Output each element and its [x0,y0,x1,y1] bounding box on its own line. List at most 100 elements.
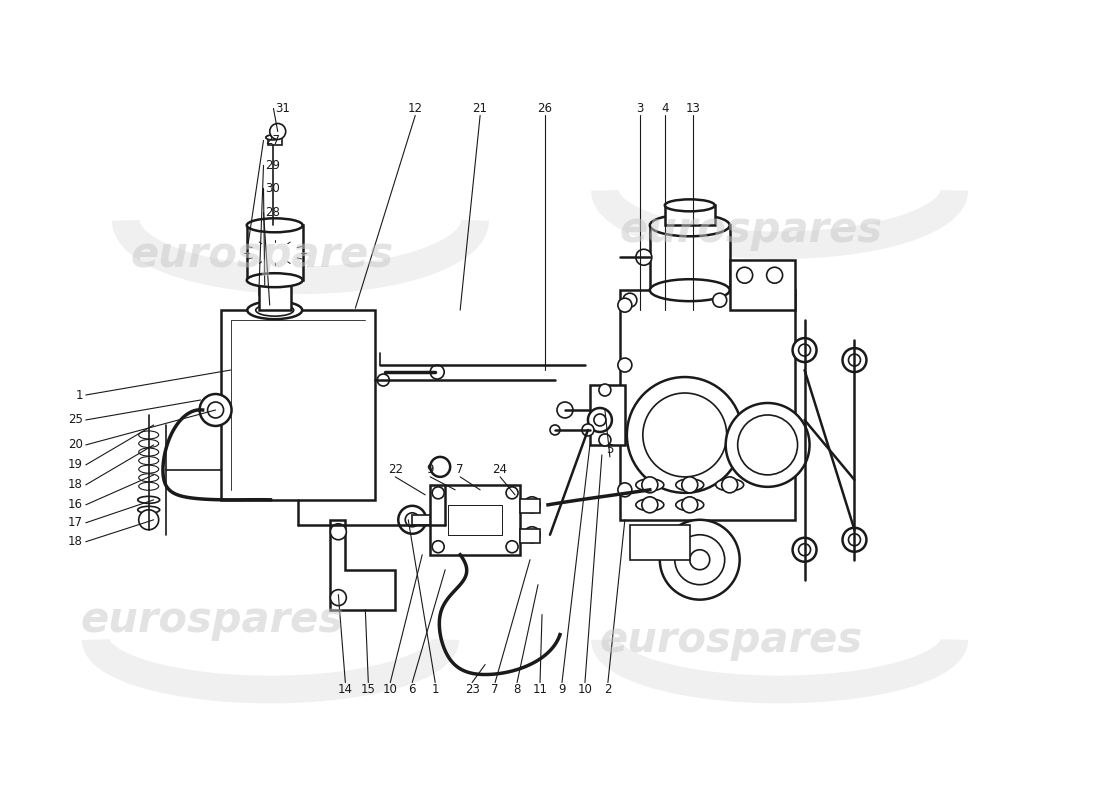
Ellipse shape [650,214,729,236]
Text: 11: 11 [532,683,548,696]
Ellipse shape [139,439,158,447]
Text: 4: 4 [661,102,669,115]
Ellipse shape [256,304,294,316]
Circle shape [330,590,346,606]
Ellipse shape [139,482,158,490]
Text: 29: 29 [265,159,280,172]
Circle shape [674,534,725,585]
Text: 2: 2 [604,683,612,696]
Circle shape [848,354,860,366]
Circle shape [618,483,631,497]
Circle shape [799,344,811,356]
Bar [430,485,520,554]
Text: 18: 18 [68,535,82,548]
Text: 13: 13 [685,102,701,115]
Bar [520,529,540,542]
Bar [258,280,290,310]
Text: 15: 15 [361,683,376,696]
Ellipse shape [246,218,302,232]
Text: 9: 9 [427,463,434,476]
Ellipse shape [139,431,158,439]
Circle shape [506,541,518,553]
Ellipse shape [664,199,715,211]
Circle shape [627,377,743,493]
Circle shape [377,374,389,386]
Ellipse shape [636,479,663,491]
Text: 7: 7 [492,683,498,696]
Text: eurospares: eurospares [80,598,344,641]
Bar [412,515,430,525]
Ellipse shape [258,275,290,285]
Circle shape [139,510,158,530]
Text: 24: 24 [493,463,507,476]
Circle shape [550,425,560,435]
Text: 9: 9 [558,683,565,696]
Circle shape [793,338,816,362]
Circle shape [726,403,810,487]
Bar [520,499,540,513]
Circle shape [737,267,752,283]
Circle shape [582,424,594,436]
Circle shape [557,402,573,418]
Text: 10: 10 [578,683,593,696]
Text: 7: 7 [456,463,464,476]
Text: 20: 20 [68,438,82,451]
Circle shape [843,528,867,552]
Polygon shape [330,520,395,610]
Text: 25: 25 [68,414,82,426]
Circle shape [722,477,738,493]
Ellipse shape [675,499,704,511]
Ellipse shape [246,274,302,287]
Circle shape [430,365,444,379]
Circle shape [738,415,798,475]
Bar [729,260,794,310]
Circle shape [208,402,223,418]
Circle shape [432,541,444,553]
Circle shape [799,544,811,556]
Circle shape [524,497,540,513]
Bar [630,525,690,560]
Circle shape [270,123,286,139]
Circle shape [405,513,419,526]
Ellipse shape [266,135,279,140]
Bar [590,385,625,445]
Text: 6: 6 [408,683,416,696]
Bar [246,226,302,280]
Circle shape [587,408,612,432]
Ellipse shape [139,465,158,473]
Circle shape [767,267,782,283]
Circle shape [598,434,611,446]
Circle shape [618,358,631,372]
Text: 1: 1 [431,683,439,696]
Text: 10: 10 [383,683,398,696]
Text: 12: 12 [408,102,422,115]
Circle shape [690,550,710,570]
Circle shape [618,298,631,312]
Ellipse shape [139,448,158,456]
Circle shape [682,497,697,513]
Ellipse shape [138,496,160,503]
Text: 31: 31 [275,102,290,115]
Text: 27: 27 [265,134,280,147]
Text: 30: 30 [265,182,280,195]
Circle shape [636,250,652,266]
Circle shape [330,524,346,540]
Text: eurospares: eurospares [131,234,394,276]
Bar [664,206,715,226]
Ellipse shape [139,457,158,465]
Circle shape [623,293,637,307]
Ellipse shape [675,479,704,491]
Text: 8: 8 [514,683,520,696]
Text: eurospares: eurospares [600,618,864,661]
Ellipse shape [139,474,158,482]
Text: 3: 3 [636,102,644,115]
Circle shape [398,506,426,534]
Bar [650,226,729,290]
Circle shape [682,477,697,493]
Circle shape [598,384,611,396]
Bar [221,310,375,500]
Text: eurospares: eurospares [620,210,883,251]
Circle shape [793,538,816,562]
Text: 22: 22 [388,463,403,476]
Circle shape [641,497,658,513]
